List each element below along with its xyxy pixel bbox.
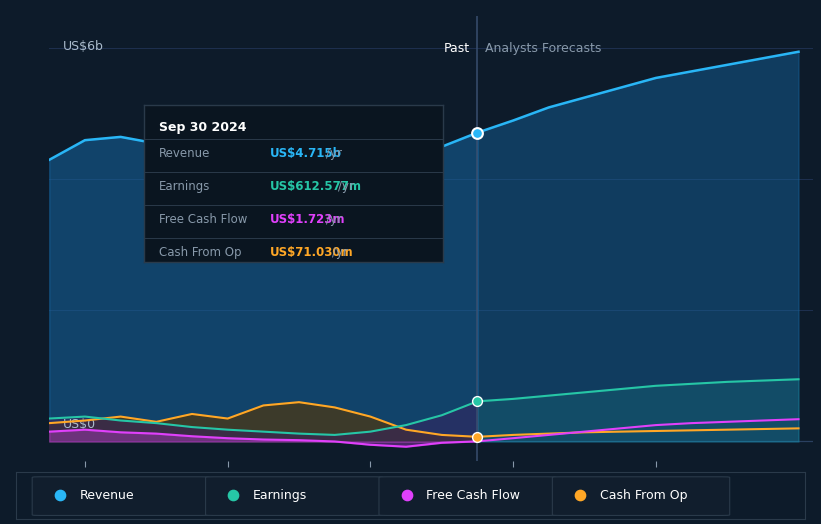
Text: Sep 30 2024: Sep 30 2024: [158, 121, 246, 134]
FancyBboxPatch shape: [32, 477, 209, 516]
Text: Cash From Op: Cash From Op: [158, 246, 241, 259]
FancyBboxPatch shape: [205, 477, 383, 516]
Point: [470, 128, 484, 137]
Text: US$612.577m: US$612.577m: [269, 180, 361, 193]
Text: Free Cash Flow: Free Cash Flow: [426, 489, 521, 501]
Text: Analysts Forecasts: Analysts Forecasts: [484, 42, 601, 55]
Text: US$71.030m: US$71.030m: [269, 246, 353, 259]
Text: /yr: /yr: [327, 213, 342, 226]
Text: Cash From Op: Cash From Op: [599, 489, 687, 501]
FancyBboxPatch shape: [553, 477, 730, 516]
Text: Free Cash Flow: Free Cash Flow: [158, 213, 247, 226]
Text: /yr: /yr: [338, 180, 355, 193]
Text: /yr: /yr: [327, 147, 342, 160]
Text: Earnings: Earnings: [158, 180, 210, 193]
Point: [470, 397, 484, 406]
Text: US$6b: US$6b: [63, 40, 104, 53]
Text: Revenue: Revenue: [80, 489, 134, 501]
Point: [573, 491, 586, 499]
Text: Earnings: Earnings: [253, 489, 307, 501]
Text: US$4.715b: US$4.715b: [269, 147, 342, 160]
Point: [53, 491, 67, 499]
Point: [400, 491, 413, 499]
Text: Past: Past: [444, 42, 470, 55]
Text: US$0: US$0: [63, 418, 96, 431]
Point: [227, 491, 240, 499]
Text: /yr: /yr: [333, 246, 348, 259]
Text: US$1.723m: US$1.723m: [269, 213, 345, 226]
Point: [470, 433, 484, 441]
FancyBboxPatch shape: [379, 477, 557, 516]
Text: Revenue: Revenue: [158, 147, 210, 160]
